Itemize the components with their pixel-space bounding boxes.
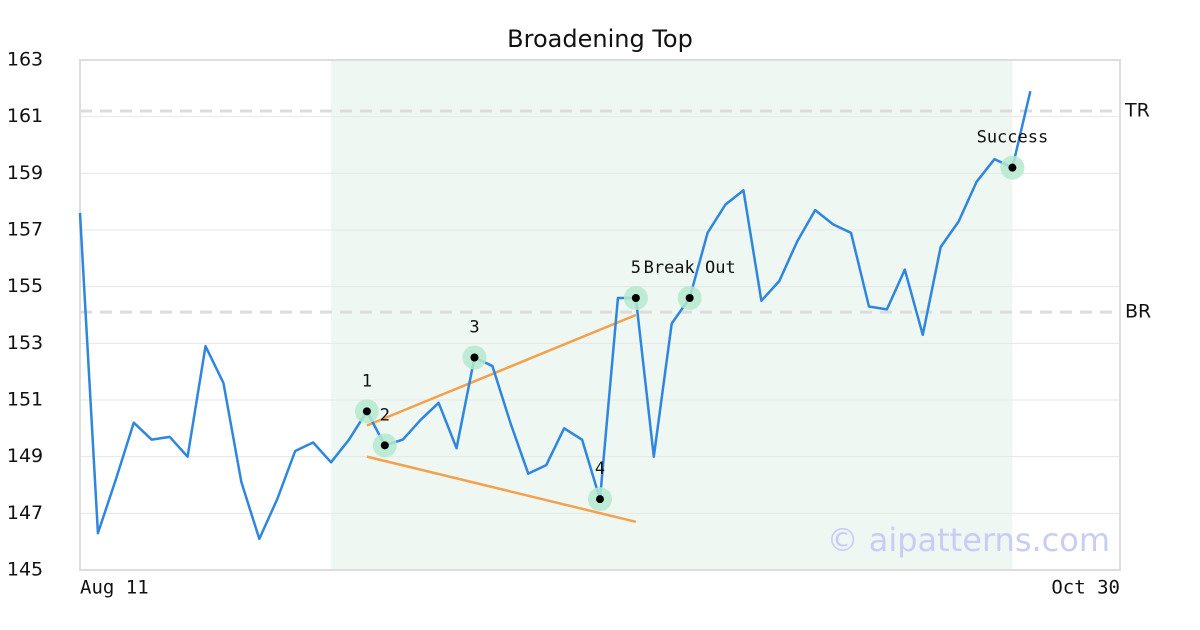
annotation-label: 2 bbox=[380, 405, 390, 425]
annotation-label: 3 bbox=[469, 318, 479, 338]
marker-dot bbox=[362, 407, 371, 416]
annotation-label: Break Out bbox=[644, 258, 736, 278]
marker-dot bbox=[596, 495, 604, 504]
x-tick-label: Aug 11 bbox=[80, 577, 149, 599]
chart-title: Broadening Top bbox=[507, 25, 693, 53]
marker-dot bbox=[685, 294, 694, 302]
reference-label: BR bbox=[1125, 301, 1151, 323]
annotation-label: 5 bbox=[631, 258, 641, 278]
y-tick-label: 155 bbox=[7, 275, 43, 297]
y-tick-label: 145 bbox=[7, 559, 43, 581]
pattern-region bbox=[331, 60, 1013, 570]
y-tick-label: 163 bbox=[7, 49, 43, 71]
reference-label: TR bbox=[1124, 100, 1150, 122]
marker-dot bbox=[380, 441, 389, 450]
price-line bbox=[78, 90, 1032, 541]
y-tick-label: 147 bbox=[7, 502, 43, 524]
trend-line bbox=[366, 455, 637, 524]
annotation-label: Success bbox=[977, 128, 1049, 148]
plot-frame bbox=[79, 59, 1121, 571]
y-tick-label: 153 bbox=[7, 332, 43, 354]
trend-line bbox=[366, 313, 637, 427]
marker-dot bbox=[631, 294, 640, 302]
x-tick-label: Oct 30 bbox=[1051, 577, 1120, 599]
watermark: © aipatterns.com bbox=[827, 521, 1110, 559]
annotation-label: 1 bbox=[362, 371, 372, 391]
y-tick-label: 159 bbox=[7, 162, 43, 184]
annotation-label: 4 bbox=[595, 459, 605, 479]
y-tick-label: 161 bbox=[7, 105, 43, 127]
y-tick-label: 149 bbox=[7, 445, 43, 467]
marker-dot bbox=[1008, 163, 1017, 172]
y-tick-label: 151 bbox=[7, 389, 43, 411]
marker-dot bbox=[470, 353, 479, 362]
y-tick-label: 157 bbox=[7, 219, 43, 241]
